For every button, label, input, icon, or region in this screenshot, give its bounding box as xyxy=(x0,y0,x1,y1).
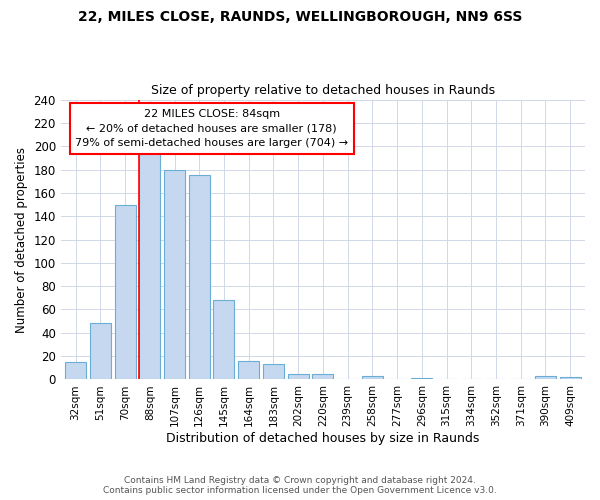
X-axis label: Distribution of detached houses by size in Raunds: Distribution of detached houses by size … xyxy=(166,432,479,445)
Bar xyxy=(214,300,235,380)
Text: 22, MILES CLOSE, RAUNDS, WELLINGBOROUGH, NN9 6SS: 22, MILES CLOSE, RAUNDS, WELLINGBOROUGH,… xyxy=(78,10,522,24)
Bar xyxy=(238,361,259,380)
Bar xyxy=(65,362,86,380)
Bar xyxy=(535,376,556,380)
Title: Size of property relative to detached houses in Raunds: Size of property relative to detached ho… xyxy=(151,84,495,97)
Bar xyxy=(287,374,308,380)
Bar xyxy=(263,364,284,380)
Y-axis label: Number of detached properties: Number of detached properties xyxy=(15,146,28,332)
Bar xyxy=(115,204,136,380)
Text: Contains HM Land Registry data © Crown copyright and database right 2024.
Contai: Contains HM Land Registry data © Crown c… xyxy=(103,476,497,495)
Text: 22 MILES CLOSE: 84sqm
← 20% of detached houses are smaller (178)
79% of semi-det: 22 MILES CLOSE: 84sqm ← 20% of detached … xyxy=(75,109,348,148)
Bar xyxy=(139,146,160,380)
Bar xyxy=(164,170,185,380)
Bar xyxy=(362,376,383,380)
Bar xyxy=(313,374,334,380)
Bar xyxy=(90,324,111,380)
Bar xyxy=(411,378,433,380)
Bar xyxy=(189,176,210,380)
Bar xyxy=(560,377,581,380)
